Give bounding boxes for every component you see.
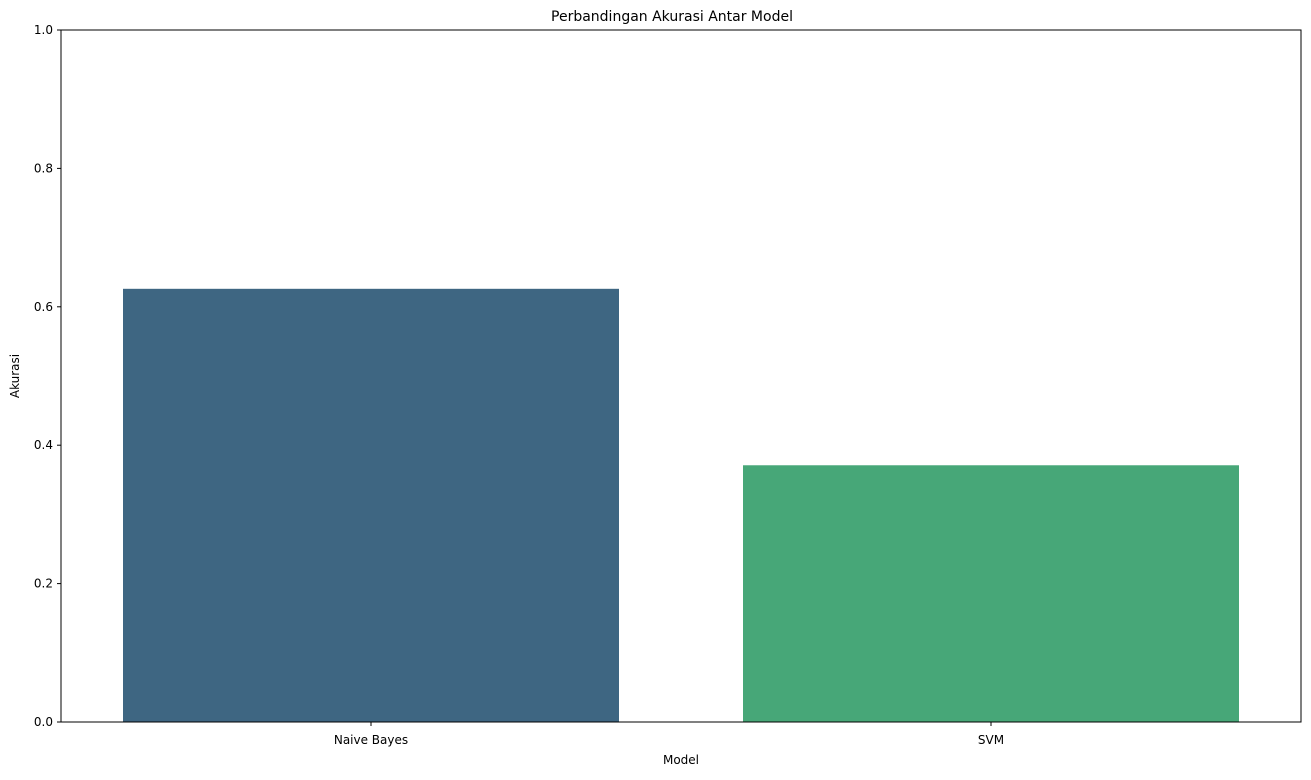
x-axis-ticks: Naive Bayes SVM [334, 722, 1004, 747]
y-tick-label: 0.6 [34, 300, 53, 314]
x-axis-title: Model [663, 753, 699, 767]
y-tick-label: 1.0 [34, 23, 53, 37]
bar-naive-bayes [123, 288, 619, 722]
x-tick-label: SVM [978, 733, 1004, 747]
x-tick-label: Naive Bayes [334, 733, 408, 747]
y-tick-label: 0.8 [34, 161, 53, 175]
y-tick-label: 0.0 [34, 715, 53, 729]
chart-title: Perbandingan Akurasi Antar Model [551, 9, 793, 25]
y-axis-ticks: 0.0 0.2 0.4 0.6 0.8 1.0 [34, 23, 61, 729]
plot-frame [60, 29, 1302, 723]
y-tick-label: 0.4 [34, 438, 53, 452]
y-tick-label: 0.2 [34, 577, 53, 591]
bars-layer [123, 288, 1239, 722]
bar-svm [743, 465, 1239, 722]
y-axis-title: Akurasi [8, 354, 22, 398]
